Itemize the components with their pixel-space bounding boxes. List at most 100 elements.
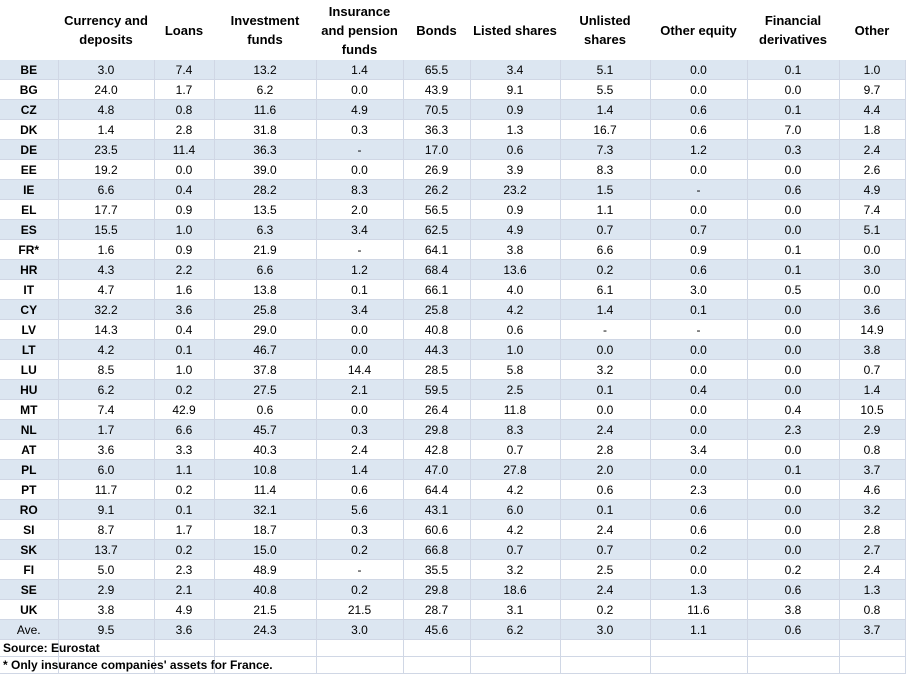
- value-cell: 5.1: [560, 60, 651, 80]
- column-header: Other equity: [650, 0, 747, 60]
- value-cell: 1.4: [560, 299, 651, 320]
- value-cell: 6.2: [470, 619, 561, 640]
- value-cell: 7.4: [839, 199, 906, 220]
- value-cell: 2.4: [839, 559, 906, 580]
- table-row: ES 15.5 1.0 6.3 3.4 62.5 4.9 0.7 0.7 0.0 5.1: [0, 219, 906, 240]
- value-cell: 14.3: [58, 319, 155, 340]
- value-cell: 0.0: [650, 419, 748, 440]
- value-cell: 0.1: [747, 459, 840, 480]
- value-cell: 2.3: [154, 559, 215, 580]
- country-code-cell: PT: [0, 479, 59, 500]
- table-row: PT 11.7 0.2 11.4 0.6 64.4 4.2 0.6 2.3 0.0 4.6: [0, 479, 906, 500]
- value-cell: 3.8: [470, 239, 561, 260]
- value-cell: 0.5: [747, 279, 840, 300]
- value-cell: 0.6: [470, 139, 561, 160]
- footnote-row: * Only insurance companies' assets for F…: [0, 656, 906, 674]
- value-cell: 26.2: [403, 179, 471, 200]
- value-cell: 0.0: [650, 60, 748, 80]
- value-cell: 2.8: [154, 119, 215, 140]
- value-cell: 0.2: [154, 379, 215, 400]
- value-cell: 26.9: [403, 159, 471, 180]
- value-cell: 0.2: [316, 579, 404, 600]
- value-cell: 28.5: [403, 359, 471, 380]
- value-cell: 1.2: [650, 139, 748, 160]
- value-cell: 45.7: [214, 419, 317, 440]
- value-cell: 0.9: [154, 199, 215, 220]
- value-cell: 26.4: [403, 399, 471, 420]
- column-header: Currency and deposits: [58, 0, 154, 60]
- value-cell: 43.1: [403, 499, 471, 520]
- table-row: CZ 4.8 0.8 11.6 4.9 70.5 0.9 1.4 0.6 0.1 4.4: [0, 99, 906, 120]
- value-cell: 0.2: [747, 559, 840, 580]
- value-cell: 0.2: [650, 539, 748, 560]
- value-cell: 29.8: [403, 419, 471, 440]
- value-cell: 0.0: [316, 399, 404, 420]
- value-cell: 0.6: [747, 579, 840, 600]
- value-cell: 0.6: [650, 119, 748, 140]
- value-cell: -: [316, 239, 404, 260]
- value-cell: 28.7: [403, 599, 471, 620]
- value-cell: 8.5: [58, 359, 155, 380]
- value-cell: 2.0: [316, 199, 404, 220]
- value-cell: 45.6: [403, 619, 471, 640]
- value-cell: 1.4: [316, 459, 404, 480]
- value-cell: 6.0: [470, 499, 561, 520]
- source-note: Source: Eurostat: [0, 639, 100, 657]
- value-cell: 0.6: [650, 99, 748, 120]
- value-cell: 4.9: [316, 99, 404, 120]
- value-cell: 0.0: [316, 79, 404, 100]
- value-cell: 3.8: [58, 599, 155, 620]
- value-cell: 2.5: [470, 379, 561, 400]
- value-cell: 14.9: [839, 319, 906, 340]
- value-cell: 8.7: [58, 519, 155, 540]
- value-cell: 6.6: [58, 179, 155, 200]
- value-cell: 0.8: [154, 99, 215, 120]
- value-cell: 36.3: [403, 119, 471, 140]
- value-cell: 44.3: [403, 339, 471, 360]
- france-footnote: * Only insurance companies' assets for F…: [0, 656, 273, 674]
- column-header: Listed shares: [470, 0, 560, 60]
- value-cell: 1.3: [650, 579, 748, 600]
- column-header: Financial derivatives: [747, 0, 839, 60]
- value-cell: 2.4: [560, 579, 651, 600]
- value-cell: 0.1: [747, 239, 840, 260]
- value-cell: 0.2: [154, 539, 215, 560]
- value-cell: 6.0: [58, 459, 155, 480]
- source-row: Source: Eurostat: [0, 639, 906, 657]
- table-row: SE 2.9 2.1 40.8 0.2 29.8 18.6 2.4 1.3 0.6 1.3: [0, 579, 906, 600]
- value-cell: 4.2: [470, 519, 561, 540]
- value-cell: 0.0: [747, 79, 840, 100]
- country-code-cell: AT: [0, 439, 59, 460]
- value-cell: 0.6: [650, 499, 748, 520]
- value-cell: 3.3: [154, 439, 215, 460]
- value-cell: 0.2: [560, 599, 651, 620]
- table-row: DE 23.5 11.4 36.3-17.0 0.6 7.3 1.2 0.3 2.4: [0, 139, 906, 160]
- value-cell: 21.9: [214, 239, 317, 260]
- value-cell: 17.0: [403, 139, 471, 160]
- value-cell: 3.1: [470, 599, 561, 620]
- table-row: FI 5.0 2.3 48.9-35.5 3.2 2.5 0.0 0.2 2.4: [0, 559, 906, 580]
- value-cell: 11.4: [214, 479, 317, 500]
- value-cell: 3.0: [316, 619, 404, 640]
- value-cell: 0.0: [154, 159, 215, 180]
- value-cell: 0.0: [650, 159, 748, 180]
- column-header: Investment funds: [214, 0, 316, 60]
- country-code-cell: CY: [0, 299, 59, 320]
- value-cell: 3.0: [650, 279, 748, 300]
- value-cell: -: [650, 319, 748, 340]
- value-cell: 0.0: [650, 559, 748, 580]
- value-cell: 37.8: [214, 359, 317, 380]
- value-cell: 0.9: [154, 239, 215, 260]
- value-cell: 13.7: [58, 539, 155, 560]
- value-cell: 3.9: [470, 159, 561, 180]
- value-cell: 13.8: [214, 279, 317, 300]
- value-cell: 3.4: [650, 439, 748, 460]
- value-cell: 66.8: [403, 539, 471, 560]
- value-cell: 68.4: [403, 259, 471, 280]
- value-cell: 29.0: [214, 319, 317, 340]
- country-code-cell: Ave.: [0, 619, 59, 640]
- value-cell: 13.5: [214, 199, 317, 220]
- value-cell: 0.3: [747, 139, 840, 160]
- table-row: LT 4.2 0.1 46.7 0.0 44.3 1.0 0.0 0.0 0.0 3.8: [0, 339, 906, 360]
